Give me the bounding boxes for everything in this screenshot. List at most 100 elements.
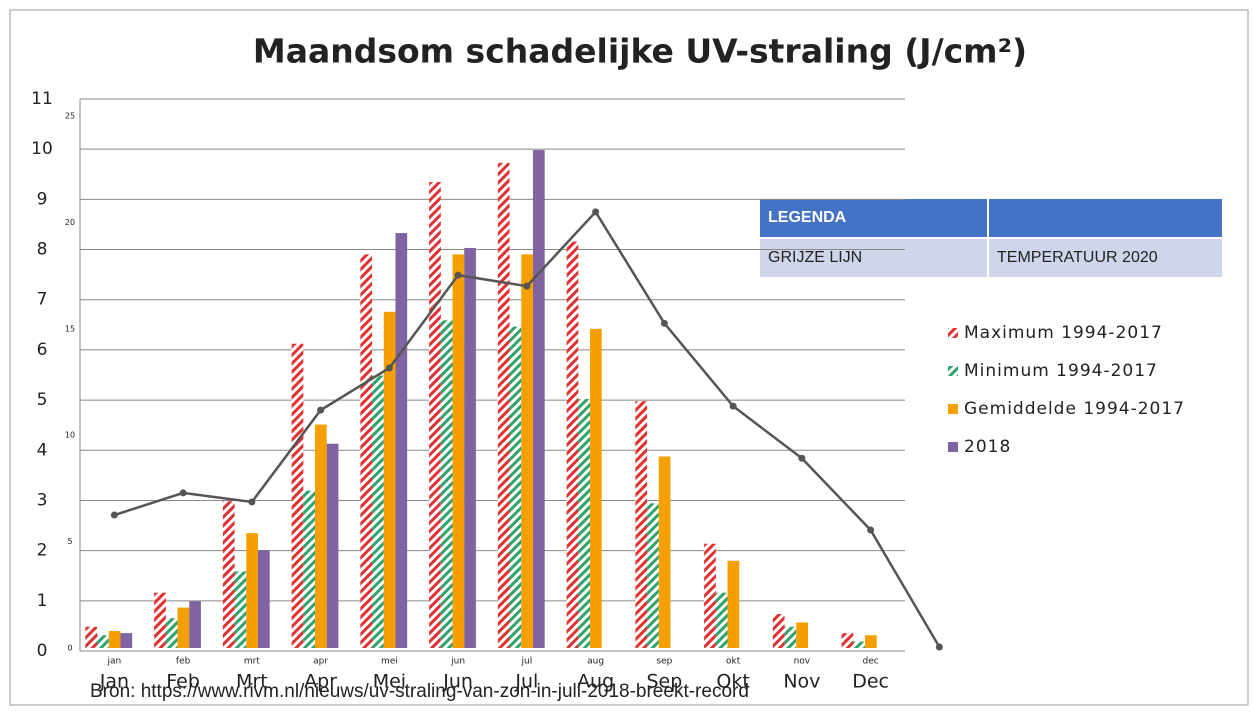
y2-tick-label: 0 (67, 644, 72, 653)
y2-tick-label: 20 (65, 218, 75, 227)
legend-header: LEGENDA (768, 209, 847, 226)
x-tick-label-small: okt (726, 657, 741, 667)
y2-tick-label: 10 (65, 431, 75, 440)
bar (658, 456, 671, 648)
legend-label: Minimum 1994-2017 (964, 361, 1158, 381)
y-tick-label: 3 (37, 490, 48, 510)
y-tick-label: 0 (37, 641, 48, 661)
y-tick-label: 8 (37, 240, 48, 260)
x-tick-label: Jan (99, 671, 129, 693)
y2-tick-label: 5 (67, 537, 72, 546)
bar (853, 641, 866, 648)
x-tick-label: Apr (304, 671, 337, 693)
x-tick-label: Jul (514, 671, 538, 693)
temperature-point (248, 498, 256, 506)
temperature-point (385, 364, 393, 372)
x-tick-label-small: jul (521, 657, 533, 667)
legend-swatch (948, 442, 958, 452)
bar (727, 560, 740, 648)
bar (303, 490, 316, 648)
legend-label: Gemiddelde 1994-2017 (964, 399, 1185, 419)
bar (326, 443, 339, 648)
temperature-point (729, 402, 737, 410)
y-tick-label: 9 (37, 189, 48, 209)
temperature-point (867, 526, 875, 534)
bar (532, 150, 545, 648)
legend-swatch (948, 366, 958, 376)
x-tick-label-small: aug (587, 657, 604, 667)
source: Bron: https://www.rivm.nl/nieuws/uv-stra… (90, 681, 749, 702)
bar (841, 633, 854, 648)
bar (440, 320, 453, 648)
x-tick-label-small: nov (794, 657, 811, 667)
y-tick-label: 5 (37, 390, 48, 410)
bar (154, 592, 166, 648)
x-tick-label: Sep (646, 671, 682, 693)
bar (315, 424, 327, 648)
y2-tick-label: 25 (65, 112, 75, 121)
y-tick-label: 6 (37, 340, 48, 360)
frame (9, 9, 1249, 706)
y-tick-label: 11 (31, 89, 53, 109)
x-tick-label-small: jun (450, 657, 465, 667)
y2-tick-label: 15 (65, 324, 75, 333)
x-tick-label-small: dec (863, 657, 879, 667)
legend-cell (989, 239, 1222, 277)
bar (360, 254, 373, 648)
legend-label: 2018 (964, 437, 1011, 457)
bar (566, 241, 579, 648)
temperature-point (523, 282, 531, 290)
x-tick-label: Nov (783, 671, 820, 693)
bar (796, 622, 808, 648)
x-tick-label: Dec (852, 671, 889, 693)
legend-row: TEMPERATUUR 2020 (997, 249, 1158, 266)
x-tick-label: Mei (373, 671, 406, 693)
legend-swatch (948, 404, 958, 414)
temperature-point (935, 643, 943, 651)
bar (246, 533, 258, 648)
bar (85, 626, 98, 648)
bar (452, 254, 465, 648)
bar (222, 501, 235, 648)
x-tick-label-small: sep (656, 657, 672, 667)
bar (521, 254, 533, 648)
bar (865, 635, 877, 648)
bar (165, 618, 178, 648)
x-tick-label: Okt (716, 671, 749, 693)
bar (590, 328, 602, 648)
bar (372, 375, 384, 648)
y-tick-label: 10 (31, 139, 53, 159)
chart-title: Maandsom schadelijke UV-straling (J/cm²) (253, 32, 1027, 71)
x-tick-label: Aug (577, 671, 614, 693)
bar (647, 503, 659, 648)
bar (234, 571, 247, 648)
bar (257, 550, 270, 648)
legend-header-cell (760, 199, 987, 237)
legend-cell (760, 239, 987, 277)
y-tick-label: 2 (37, 541, 48, 561)
temperature-point (317, 406, 325, 414)
x-tick-label-small: feb (176, 657, 191, 667)
bar (189, 601, 201, 648)
legend-swatch (948, 328, 958, 338)
x-tick-label-small: jan (107, 657, 122, 667)
bar (429, 181, 441, 648)
temperature-point (660, 319, 668, 327)
x-tick-label-small: mei (381, 657, 398, 667)
bar (177, 607, 190, 648)
bar (395, 233, 408, 648)
x-tick-label: Feb (166, 671, 200, 693)
bar (383, 311, 396, 648)
bar (635, 401, 648, 648)
temperature-point (798, 454, 806, 462)
legend-label: Maximum 1994-2017 (964, 323, 1163, 343)
bar (704, 543, 716, 648)
y-tick-label: 4 (37, 440, 48, 460)
bar (291, 343, 304, 648)
bar (497, 162, 510, 648)
bar (108, 630, 121, 648)
legend-header-cell (989, 199, 1222, 237)
y-tick-label: 1 (37, 591, 48, 611)
x-tick-label-small: apr (313, 657, 328, 667)
